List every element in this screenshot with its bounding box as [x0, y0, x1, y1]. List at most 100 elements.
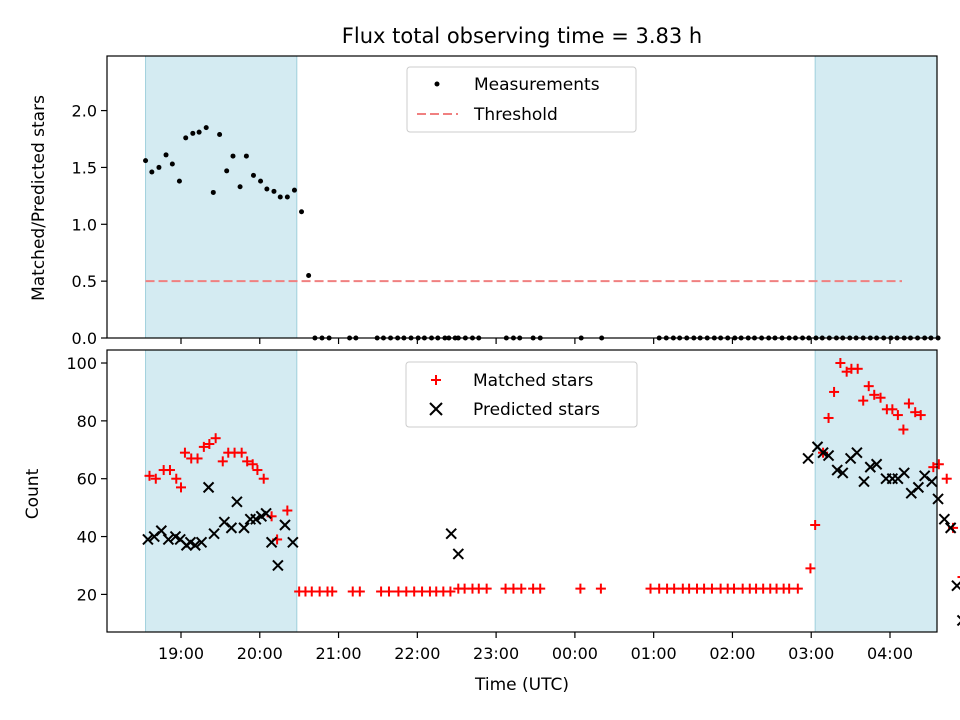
- measurement-point: [258, 178, 264, 184]
- measurement-point: [156, 164, 162, 170]
- predicted-star-point: [817, 446, 829, 459]
- measurement-point: [217, 131, 223, 137]
- matched-star-point: [835, 358, 846, 369]
- predicted-star-point: [452, 548, 465, 560]
- predicted-star-point: [938, 513, 951, 525]
- matched-star-point: [875, 392, 886, 403]
- matched-star-point: [327, 586, 338, 597]
- x-tick-label: 03:00: [788, 644, 834, 663]
- matched-star-point: [198, 441, 209, 452]
- x-axis-label: Time (UTC): [474, 675, 569, 695]
- chart-title: Flux total observing time = 3.83 h: [342, 24, 702, 48]
- matched-star-point: [915, 410, 926, 421]
- predicted-star-point: [162, 533, 175, 546]
- axes-frame: [106, 349, 938, 633]
- matched-star-point: [252, 465, 263, 476]
- matched-star-point: [706, 583, 717, 594]
- matched-star-point: [179, 447, 190, 458]
- y-tick-label: 0.0: [72, 329, 97, 348]
- matched-star-point: [892, 410, 903, 421]
- matched-star-point: [933, 459, 944, 470]
- axes-frame: [106, 55, 938, 339]
- matched-star-point: [805, 563, 816, 574]
- matched-star-point: [595, 583, 606, 594]
- predicted-star-point: [272, 559, 284, 572]
- predicted-star-point: [189, 539, 201, 551]
- y-tick-label: 1.5: [72, 158, 97, 177]
- y-tick-label: 60: [77, 470, 97, 489]
- measurement-point: [277, 194, 283, 200]
- matched-star-point: [863, 381, 874, 392]
- matched-star-point: [210, 433, 221, 444]
- matched-star-point: [823, 412, 834, 423]
- y-tick-label: 40: [77, 528, 97, 547]
- measurement-point: [196, 129, 202, 135]
- predicted-star-point: [287, 536, 299, 549]
- matched-star-point: [164, 465, 175, 476]
- predicted-star-point: [944, 522, 957, 534]
- matched-star-point: [217, 456, 228, 467]
- measurement-point: [306, 272, 312, 278]
- x-tick-label: 01:00: [631, 644, 677, 663]
- x-tick-label: 04:00: [867, 644, 913, 663]
- predicted-star-point: [225, 522, 238, 534]
- predicted-star-point: [932, 493, 944, 505]
- x-tick-label: 21:00: [316, 644, 362, 663]
- matched-star-point: [236, 447, 247, 458]
- measurement-point: [284, 194, 290, 200]
- legend-box: [405, 361, 638, 428]
- y-tick-label: 20: [77, 585, 97, 604]
- bottom-y-axis-label: Count: [23, 468, 43, 519]
- predicted-star-point: [231, 496, 243, 508]
- legend-box: [406, 66, 637, 133]
- threshold-legend-label: Threshold: [473, 105, 558, 125]
- matched-star-point: [354, 586, 365, 597]
- matched-star-point: [516, 583, 527, 594]
- measurement-point: [190, 130, 196, 136]
- predicted-star-point: [837, 467, 849, 479]
- matched-star-point: [792, 583, 803, 594]
- matched-star-point: [910, 407, 921, 418]
- shaded-interval-0: [145, 55, 298, 339]
- measurement-point: [271, 188, 277, 194]
- predicted-star-point: [822, 449, 835, 462]
- measurement-point: [237, 184, 243, 190]
- x-tick-label: 00:00: [552, 644, 598, 663]
- predicted-star-point: [926, 475, 938, 488]
- matched-star-point: [810, 519, 821, 530]
- y-tick-label: 80: [77, 412, 97, 431]
- y-tick-label: 1.0: [72, 215, 97, 234]
- matched-star-point: [784, 583, 795, 594]
- matched-star-point: [445, 586, 456, 597]
- measurement-point: [143, 158, 149, 164]
- predicted-star-point: [142, 533, 154, 546]
- measurements-legend-marker: [434, 81, 440, 87]
- measurement-point: [163, 152, 169, 158]
- x-tick-label: 02:00: [709, 644, 755, 663]
- matched-star-point: [729, 583, 740, 594]
- predicted-star-point: [195, 536, 208, 549]
- predicted-star-point: [864, 461, 877, 473]
- predicted-star-point: [260, 507, 272, 520]
- matched-star-point: [645, 583, 656, 594]
- matched-star-point: [858, 395, 869, 406]
- y-tick-label: 100: [66, 354, 97, 373]
- matched-star-point: [176, 482, 186, 493]
- predicted-star-point: [250, 513, 262, 525]
- matched-star-point: [383, 586, 394, 597]
- predicted-star-point: [956, 614, 960, 627]
- bottom-panel: 20 40 60 80 100 19:00 20:00 21:00 22:00 23:00 00:0…: [66, 349, 960, 663]
- measurement-point: [176, 178, 182, 184]
- matched-star-point: [171, 473, 182, 484]
- measurement-point: [210, 189, 216, 195]
- measurement-point: [224, 168, 230, 174]
- predicted-star-point: [851, 446, 863, 459]
- matched-star-point: [535, 583, 546, 594]
- measurement-point: [230, 153, 236, 159]
- matched-star-point: [903, 398, 914, 409]
- measurement-point: [299, 209, 305, 215]
- measurement-point: [169, 161, 175, 167]
- matched-star-point: [150, 473, 161, 484]
- matched-star-point: [852, 363, 863, 374]
- matched-star-point: [282, 505, 293, 516]
